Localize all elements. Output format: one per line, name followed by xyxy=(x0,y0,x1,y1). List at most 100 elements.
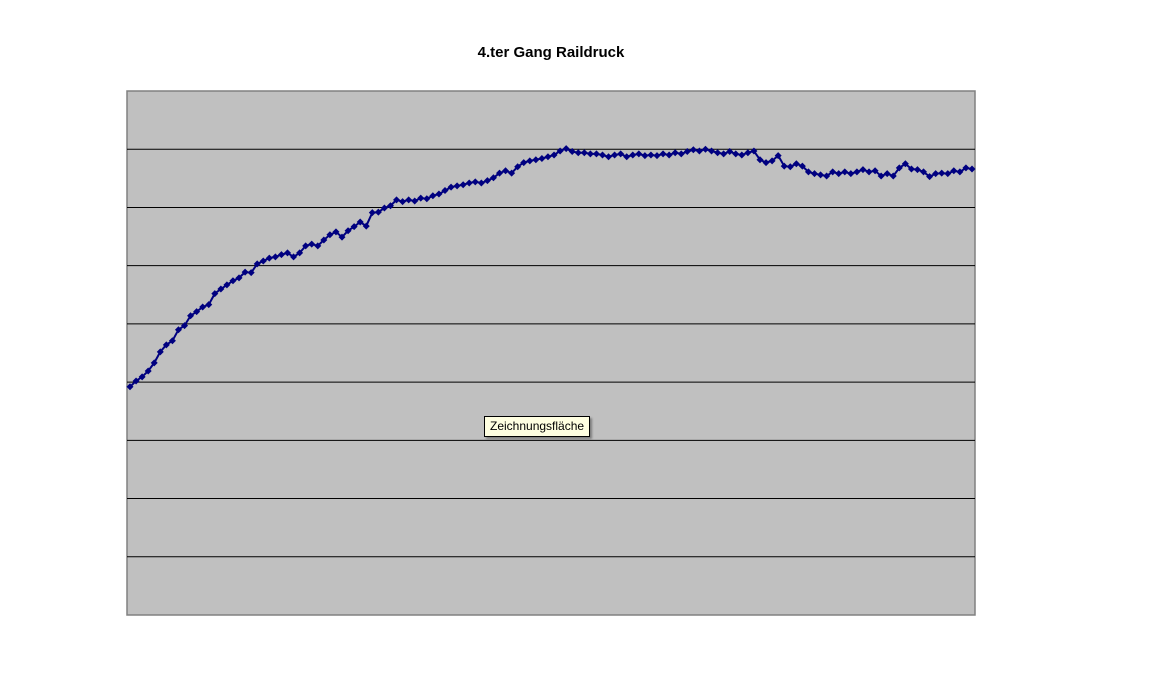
data-point-marker xyxy=(241,268,249,276)
data-point-marker xyxy=(459,181,467,189)
data-point-marker xyxy=(653,152,661,160)
data-point-marker xyxy=(641,152,649,160)
data-point-marker xyxy=(689,146,697,154)
data-point-marker xyxy=(756,156,764,164)
data-point-marker xyxy=(562,145,570,153)
data-point-marker xyxy=(950,167,958,175)
data-point-marker xyxy=(502,167,510,175)
data-point-marker xyxy=(368,209,376,217)
data-point-marker xyxy=(259,257,267,265)
data-point-marker xyxy=(344,227,352,235)
chart-title[interactable]: 4.ter Gang Raildruck xyxy=(477,44,625,61)
data-point-marker xyxy=(520,159,528,167)
data-point-marker xyxy=(695,147,703,155)
data-point-marker xyxy=(823,172,831,180)
data-point-marker xyxy=(162,341,170,349)
data-point-marker xyxy=(750,147,758,155)
data-point-marker xyxy=(623,153,631,161)
data-point-marker xyxy=(477,179,485,187)
data-point-marker xyxy=(726,148,734,156)
data-point-marker xyxy=(253,260,261,268)
data-point-marker xyxy=(350,223,358,231)
data-point-marker xyxy=(859,166,867,174)
data-point-marker xyxy=(635,150,643,158)
data-point-marker xyxy=(568,148,576,156)
data-point-marker xyxy=(574,149,582,157)
data-point-marker xyxy=(526,157,534,165)
data-point-marker xyxy=(532,156,540,164)
data-point-marker xyxy=(847,170,855,178)
data-point-marker xyxy=(277,251,285,259)
data-point-marker xyxy=(611,151,619,159)
data-point-marker xyxy=(356,218,364,226)
data-point-marker xyxy=(962,164,970,172)
data-point-marker xyxy=(465,179,473,187)
data-point-marker xyxy=(496,169,504,177)
data-point-marker xyxy=(223,281,231,289)
plot-area-hover-tooltip: Zeichnungsfläche xyxy=(484,416,591,437)
data-point-marker xyxy=(895,164,903,172)
data-point-marker xyxy=(362,222,370,230)
data-point-marker xyxy=(235,274,243,282)
data-point-marker xyxy=(877,172,885,180)
data-point-marker xyxy=(871,167,879,175)
data-point-marker xyxy=(320,236,328,244)
data-point-marker xyxy=(701,145,709,153)
data-point-marker xyxy=(714,149,722,157)
data-point-marker xyxy=(738,151,746,159)
data-point-marker xyxy=(508,169,516,177)
data-point-marker xyxy=(138,373,146,381)
data-point-marker xyxy=(411,197,419,205)
data-point-marker xyxy=(211,290,219,298)
data-point-marker xyxy=(380,204,388,212)
data-point-marker xyxy=(374,208,382,216)
data-point-marker xyxy=(168,337,176,345)
data-point-marker xyxy=(835,170,843,178)
data-point-marker xyxy=(708,147,716,155)
data-point-marker xyxy=(804,168,812,176)
data-point-marker xyxy=(199,303,207,311)
data-point-marker xyxy=(126,383,134,391)
data-point-marker xyxy=(811,170,819,178)
data-point-marker xyxy=(193,308,201,316)
data-point-marker xyxy=(399,198,407,206)
data-point-marker xyxy=(296,249,304,257)
data-point-marker xyxy=(671,149,679,157)
data-point-marker xyxy=(647,151,655,159)
data-point-marker xyxy=(586,150,594,158)
data-point-marker xyxy=(580,149,588,157)
data-point-marker xyxy=(968,165,976,173)
data-point-marker xyxy=(780,162,788,170)
data-point-marker xyxy=(768,157,776,165)
data-point-marker xyxy=(132,377,140,385)
data-point-marker xyxy=(829,168,837,176)
data-point-marker xyxy=(290,253,298,261)
data-point-marker xyxy=(205,301,213,309)
data-point-marker xyxy=(471,178,479,186)
data-point-marker xyxy=(956,168,964,176)
data-point-marker xyxy=(913,166,921,174)
data-point-marker xyxy=(447,183,455,191)
data-point-marker xyxy=(889,172,897,180)
data-point-marker xyxy=(817,171,825,179)
data-point-marker xyxy=(229,277,237,285)
data-point-marker xyxy=(174,326,182,334)
data-point-marker xyxy=(605,153,613,161)
data-point-marker xyxy=(677,150,685,158)
data-point-marker xyxy=(786,163,794,171)
plot-area[interactable] xyxy=(126,90,976,616)
data-point-marker xyxy=(302,242,310,250)
data-point-marker xyxy=(762,159,770,167)
data-point-marker xyxy=(938,169,946,177)
data-point-marker xyxy=(732,150,740,158)
data-point-marker xyxy=(944,170,952,178)
data-point-marker xyxy=(774,152,782,160)
data-point-marker xyxy=(308,240,316,248)
data-point-marker xyxy=(453,182,461,190)
data-point-marker xyxy=(659,150,667,158)
data-point-marker xyxy=(417,194,425,202)
data-point-marker xyxy=(338,233,346,241)
data-point-marker xyxy=(405,196,413,204)
